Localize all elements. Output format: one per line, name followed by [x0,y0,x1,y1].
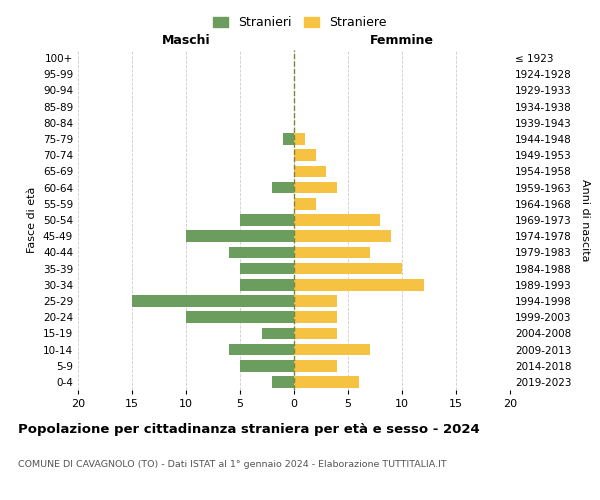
Bar [294,328,337,339]
Bar [294,230,391,242]
Bar [294,360,337,372]
Bar [294,279,424,290]
Bar [186,230,294,242]
Bar [272,182,294,194]
Bar [294,133,305,145]
Bar [294,295,337,307]
Bar [262,328,294,339]
Bar [294,214,380,226]
Bar [186,312,294,323]
Bar [294,246,370,258]
Bar [240,262,294,274]
Legend: Stranieri, Straniere: Stranieri, Straniere [208,11,392,34]
Text: Maschi: Maschi [161,34,211,47]
Text: COMUNE DI CAVAGNOLO (TO) - Dati ISTAT al 1° gennaio 2024 - Elaborazione TUTTITAL: COMUNE DI CAVAGNOLO (TO) - Dati ISTAT al… [18,460,446,469]
Bar [132,295,294,307]
Bar [240,360,294,372]
Bar [294,312,337,323]
Bar [240,279,294,290]
Bar [240,214,294,226]
Bar [294,166,326,177]
Bar [294,344,370,355]
Y-axis label: Fasce di età: Fasce di età [28,187,37,253]
Bar [294,376,359,388]
Bar [294,182,337,194]
Bar [294,262,402,274]
Text: Femmine: Femmine [370,34,434,47]
Text: Popolazione per cittadinanza straniera per età e sesso - 2024: Popolazione per cittadinanza straniera p… [18,422,480,436]
Y-axis label: Anni di nascita: Anni di nascita [580,179,590,261]
Bar [229,344,294,355]
Bar [294,198,316,209]
Bar [272,376,294,388]
Bar [283,133,294,145]
Bar [229,246,294,258]
Bar [294,150,316,161]
